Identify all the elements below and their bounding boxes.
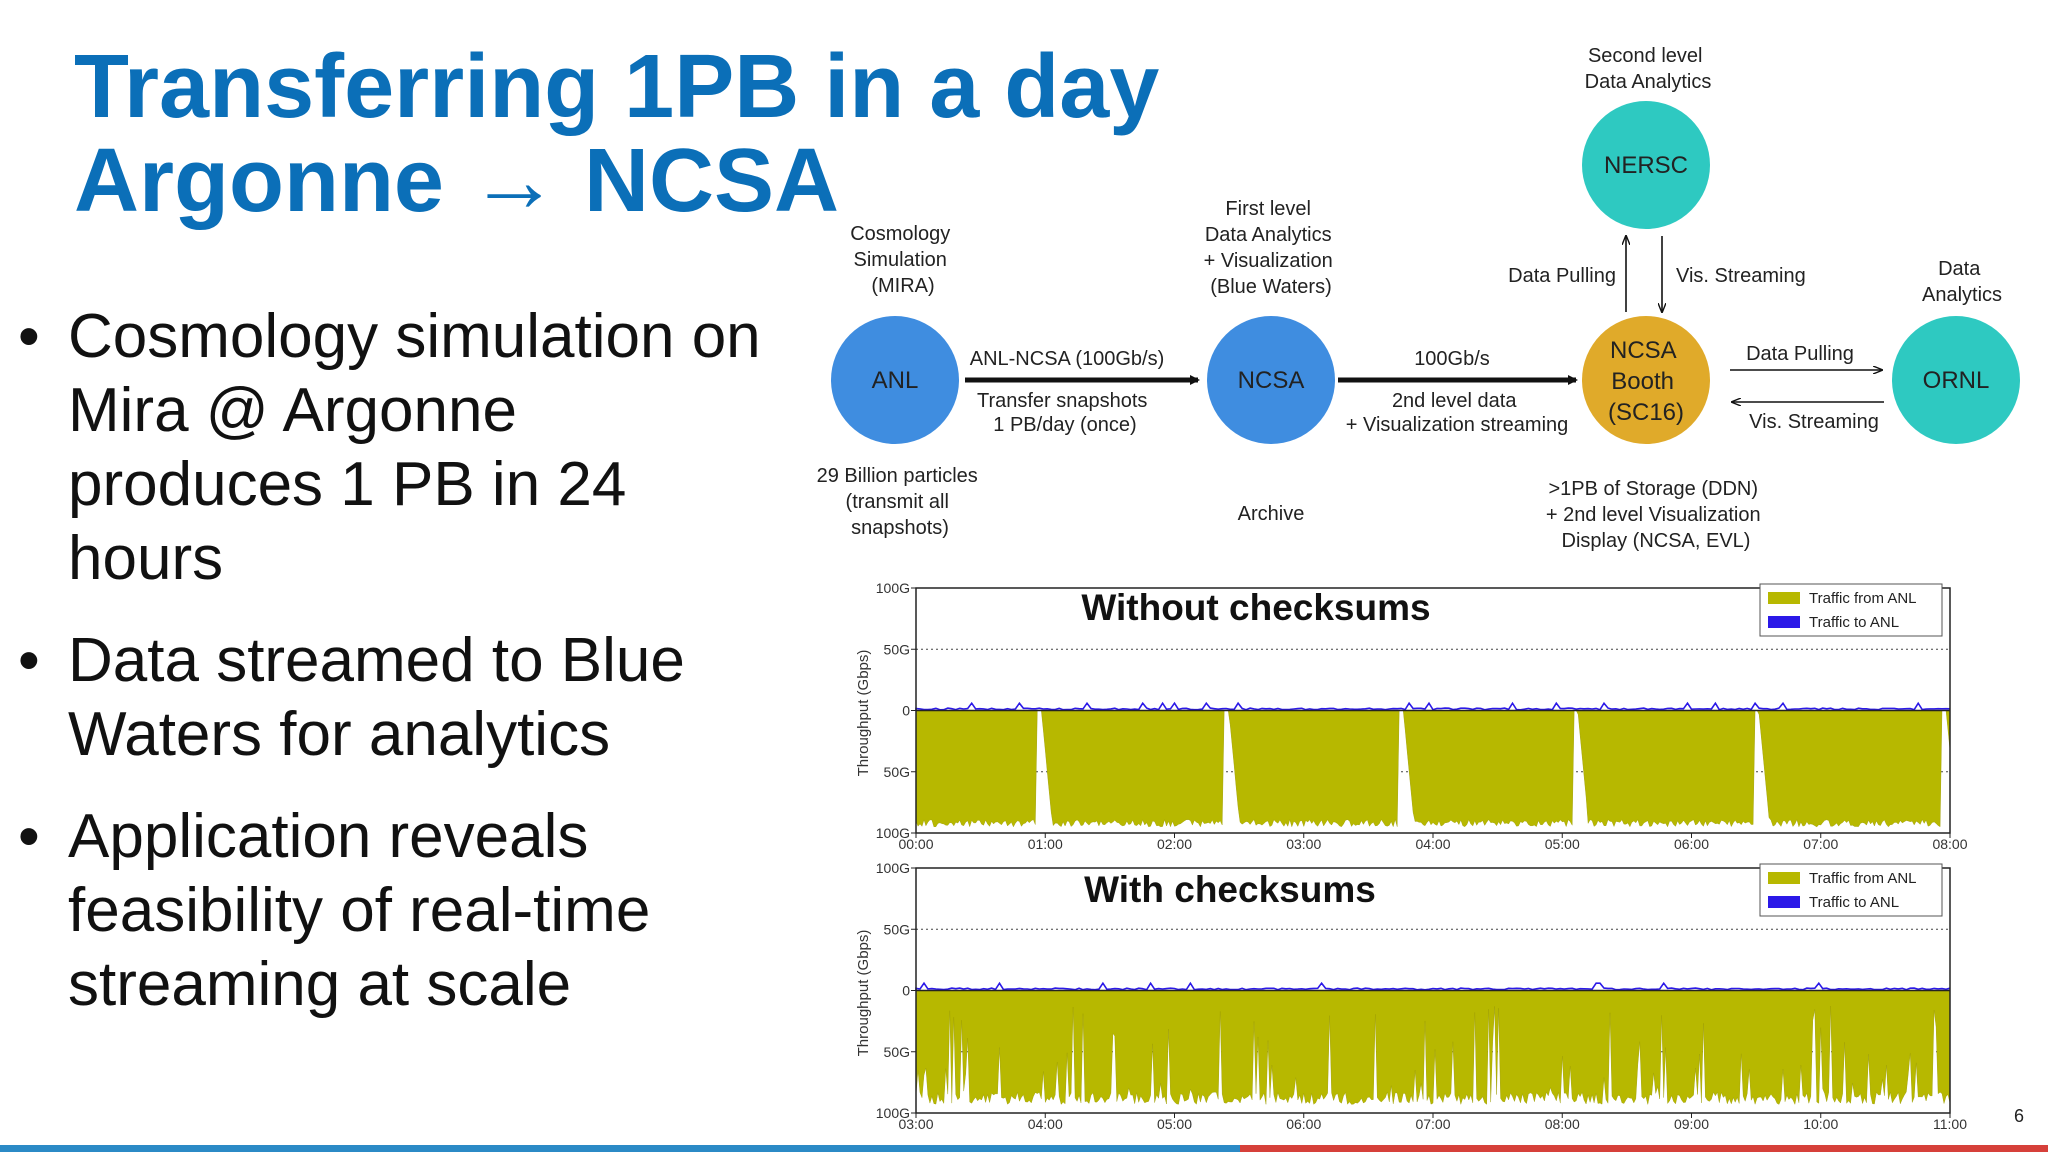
chart-legend: Traffic from ANL Traffic to ANL [1759,583,1943,637]
bottom-bar-blue [0,1145,1240,1152]
legend-label: Traffic to ANL [1809,894,1899,911]
x-tick-label: 03:00 [898,1116,933,1130]
x-tick-label: 09:00 [1674,1116,1709,1130]
y-tick-label: 100G [876,825,910,841]
chart-title: With checksums [1084,869,1376,910]
traffic-to-anl-line [915,701,1951,711]
legend-label: Traffic from ANL [1809,590,1917,607]
x-tick-label: 10:00 [1803,1116,1838,1130]
bullet-item: Data streamed to Blue Waters for analyti… [14,624,774,772]
y-tick-label: 0 [902,983,910,999]
y-tick-label: 50G [884,921,910,937]
x-tick-label: 04:00 [1415,836,1450,850]
ncsa-booth-link-label: 100Gb/s [1414,348,1490,370]
legend-label: Traffic from ANL [1809,870,1917,887]
nersc-top-caption: Second level Data Analytics [1585,45,1712,93]
bottom-bar-red [1240,1145,2048,1152]
x-tick-label: 08:00 [1932,836,1967,850]
bullet-item: Cosmology simulation on Mira @ Argonne p… [14,300,774,596]
x-tick-label: 04:00 [1028,1116,1063,1130]
x-tick-label: 08:00 [1545,1116,1580,1130]
chart-title: Without checksums [1081,587,1430,628]
y-tick-label: 0 [902,703,910,719]
nersc-pull-label: Data Pulling [1508,265,1616,287]
ncsa-booth-node-label: NCSA Booth (SC16) [1608,337,1684,426]
anl-bottom-caption: 29 Billion particles (transmit all snaps… [817,465,984,539]
x-tick-label: 11:00 [1933,1116,1967,1130]
bullet-list: Cosmology simulation on Mira @ Argonne p… [14,300,774,1050]
x-tick-label: 06:00 [1674,836,1709,850]
x-tick-label: 03:00 [1286,836,1321,850]
x-tick-label: 01:00 [1028,836,1063,850]
ornl-stream-label: Vis. Streaming [1749,411,1879,433]
nersc-node-label: NERSC [1604,152,1688,179]
slide-title: Transferring 1PB in a day Argonne → NCSA [74,40,1159,228]
x-tick-label: 06:00 [1286,1116,1321,1130]
ncsa-bottom-caption: Archive [1238,503,1305,525]
ncsa-booth-stream-label: 2nd level data + Visualization streaming [1346,390,1569,436]
chart-y-axis-label: Throughput (Gbps) [855,650,872,777]
anl-ncsa-transfer-label: Transfer snapshots 1 PB/day (once) [977,390,1153,436]
y-tick-label: 100G [876,580,910,596]
title-line-2: Argonne → NCSA [74,131,839,231]
anl-ncsa-link-label: ANL-NCSA (100Gb/s) [970,348,1165,370]
anl-node-label: ANL [872,367,919,394]
y-tick-label: 50G [884,1044,910,1060]
ornl-node-label: ORNL [1923,367,1990,394]
ncsa-node [1207,316,1335,444]
y-tick-label: 100G [876,860,910,876]
ncsa-top-caption: First level Data Analytics + Visualizati… [1204,198,1339,298]
anl-top-caption: Cosmology Simulation (MIRA) [850,223,956,297]
anl-node [831,316,959,444]
x-tick-label: 05:00 [1545,836,1580,850]
legend-label: Traffic to ANL [1809,614,1899,631]
page-number: 6 [2014,1106,2025,1126]
x-tick-label: 00:00 [898,836,933,850]
bottom-accent-bar [0,1145,2048,1152]
ornl-pull-label: Data Pulling [1746,343,1854,365]
x-tick-label: 07:00 [1415,1116,1450,1130]
y-tick-label: 100G [876,1105,910,1121]
ornl-node [1892,316,2020,444]
y-tick-label: 50G [884,764,910,780]
chart-legend: Traffic from ANL Traffic to ANL [1759,863,1943,917]
ornl-top-caption: Data Analytics [1922,258,2002,306]
y-tick-label: 50G [884,641,910,657]
legend-swatch [1768,592,1800,604]
nersc-node [1582,101,1710,229]
x-tick-label: 05:00 [1157,1116,1192,1130]
data-flow-diagram: Cosmology Simulation (MIRA) First level … [817,45,2020,552]
legend-swatch [1768,872,1800,884]
legend-swatch [1768,896,1800,908]
title-line-1: Transferring 1PB in a day [74,37,1160,137]
ncsa-booth-node [1582,316,1710,444]
chart-y-axis-label: Throughput (Gbps) [855,930,872,1057]
traffic-to-anl-line [915,981,1951,991]
traffic-from-anl-area [915,990,1951,1105]
nersc-stream-label: Vis. Streaming [1676,265,1806,287]
bullet-item: Application reveals feasibility of real-… [14,800,774,1022]
figure-background [800,0,2048,1100]
ncsa-node-label: NCSA [1238,367,1305,394]
booth-bottom-caption: >1PB of Storage (DDN) + 2nd level Visual… [1546,478,1766,552]
x-tick-label: 02:00 [1157,836,1192,850]
x-tick-label: 07:00 [1803,836,1838,850]
legend-swatch [1768,616,1800,628]
traffic-from-anl-area [915,710,1951,828]
